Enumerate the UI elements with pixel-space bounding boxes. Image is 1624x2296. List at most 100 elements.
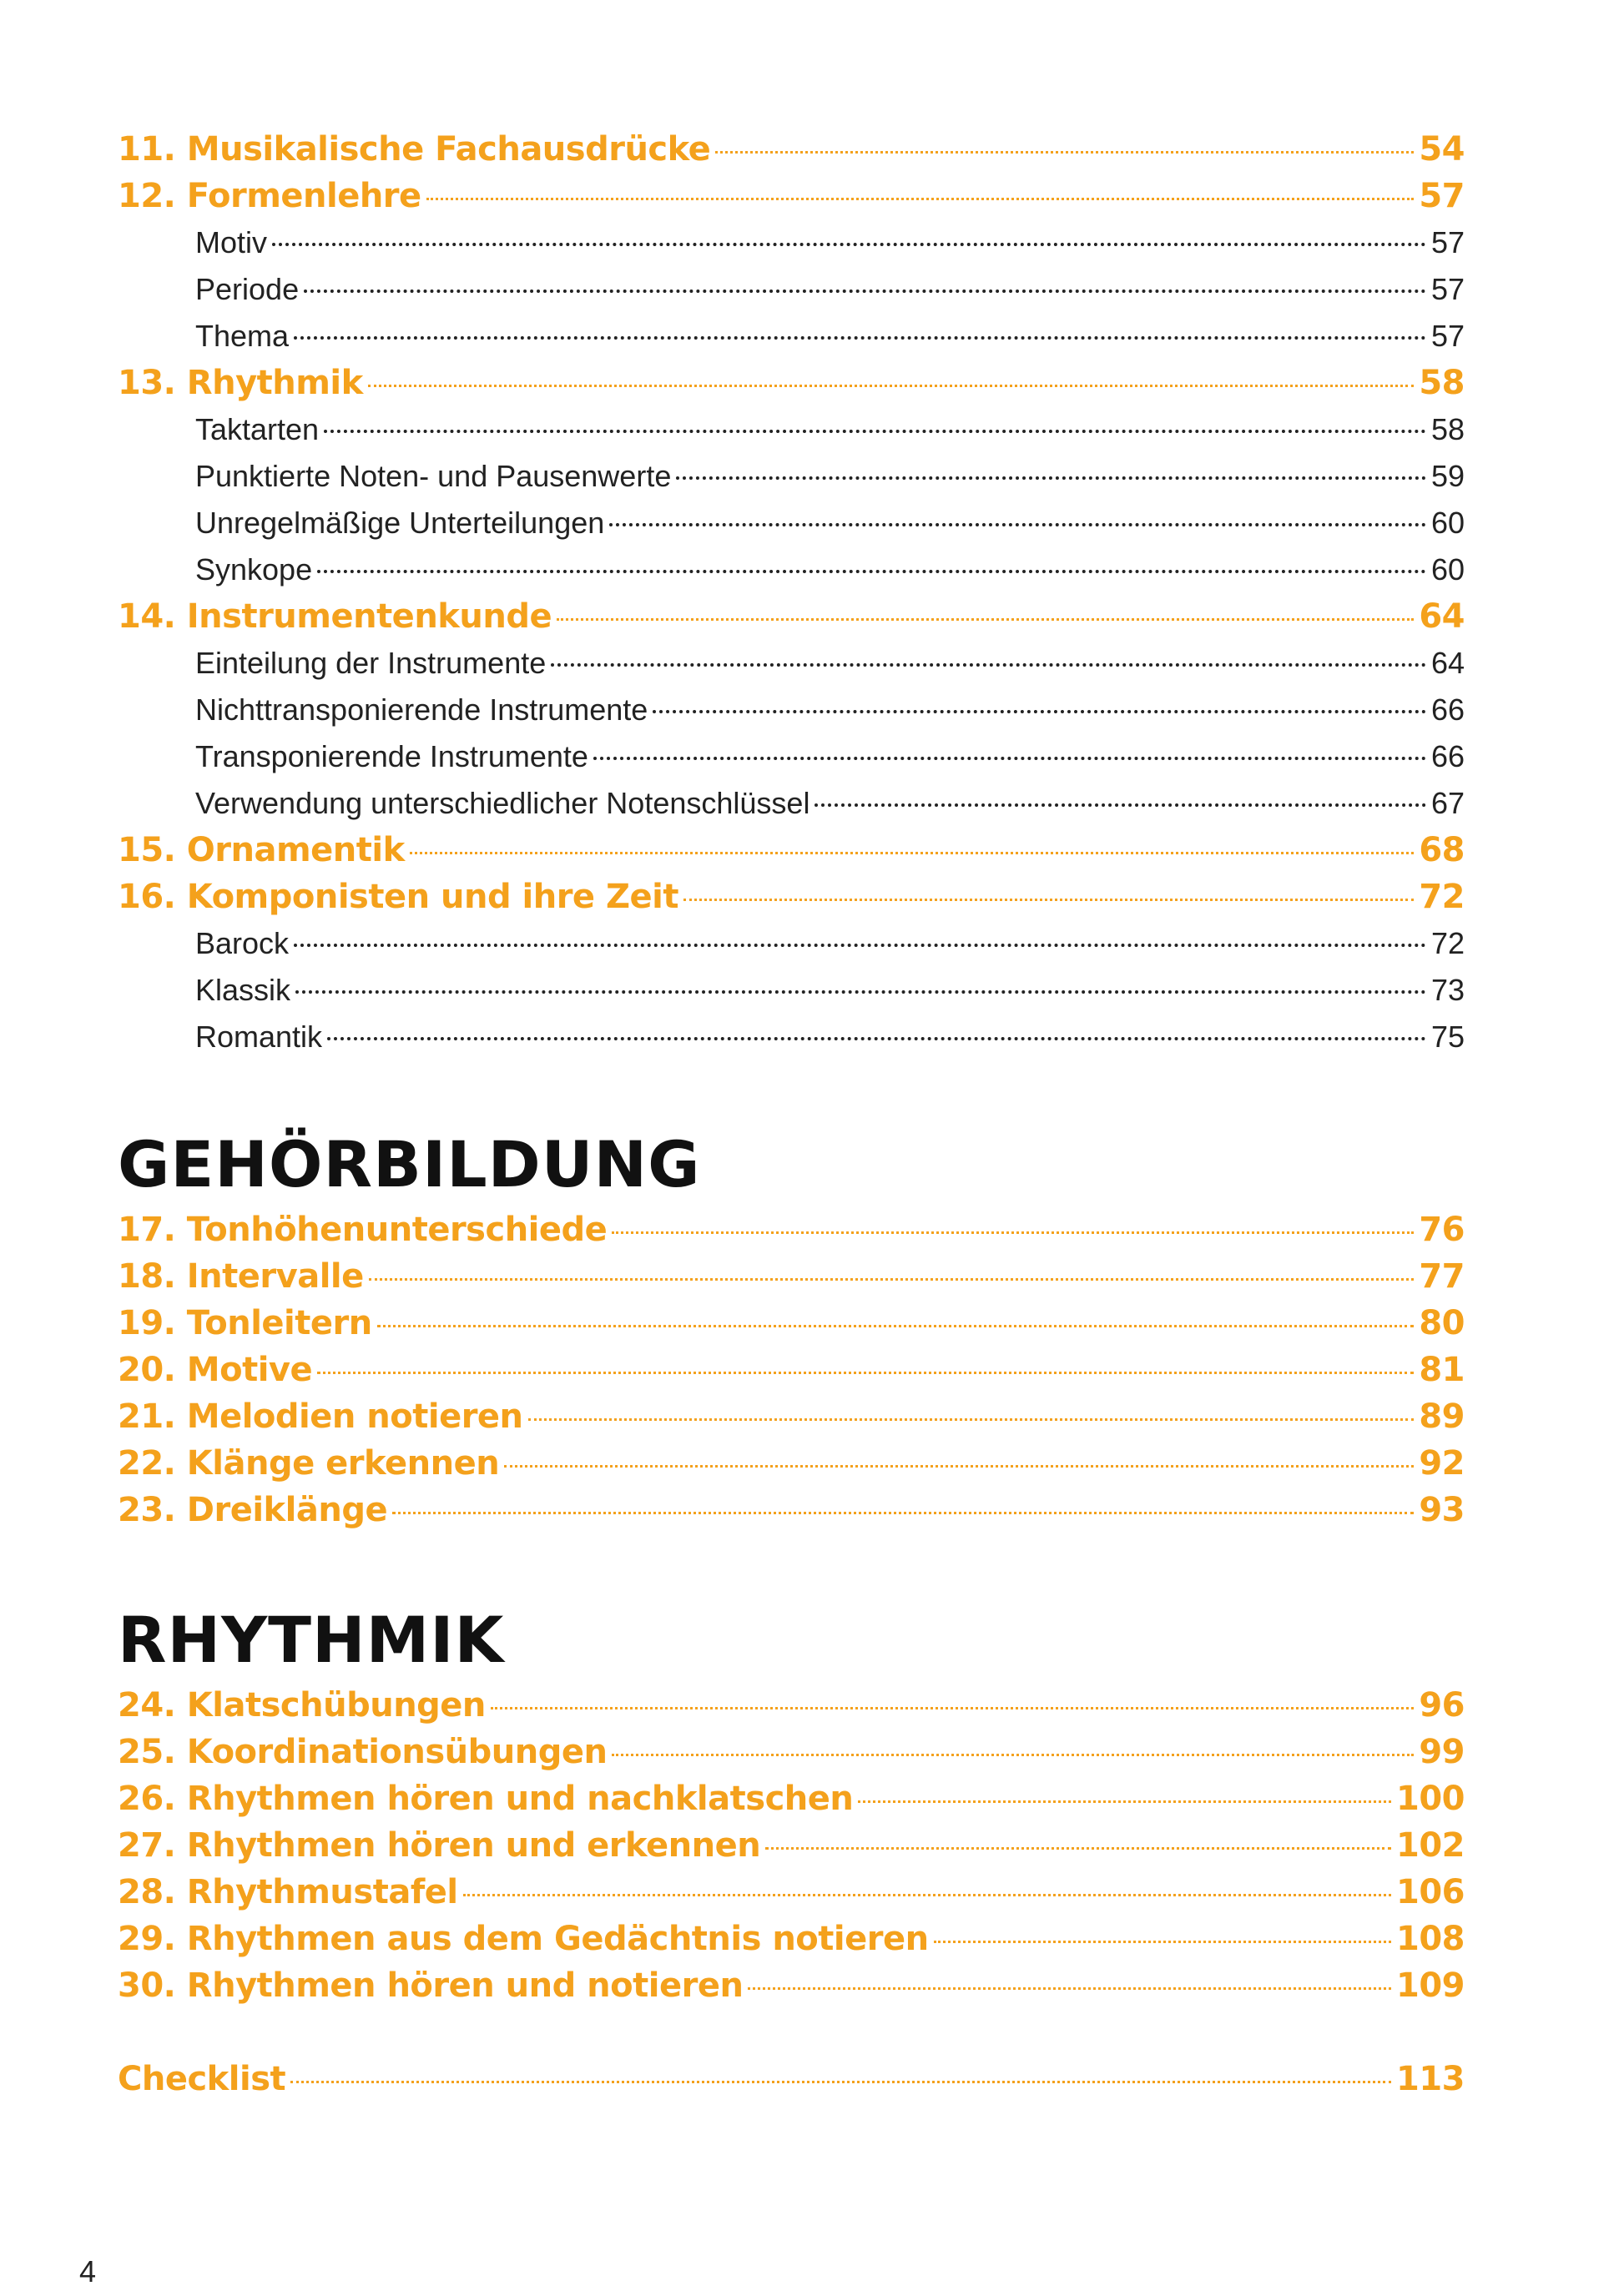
chapter-entry: 30. Rhythmen hören und notieren 109 [118, 1962, 1465, 2009]
subentry: Thema 57 [118, 313, 1465, 360]
dot-leader [933, 1941, 1391, 1943]
entry-page: 99 [1419, 1733, 1465, 1771]
entry-title: Periode [195, 272, 300, 306]
chapter-entry: 24. Klatschübungen 96 [118, 1682, 1465, 1729]
entry-page: 59 [1430, 459, 1465, 493]
entry-title: 29. Rhythmen aus dem Gedächtnis notieren [118, 1920, 929, 1958]
chapter-entry: 12. Formenlehre 57 [118, 173, 1465, 219]
subentry: Romantik 75 [118, 1014, 1465, 1060]
entry-title: 14. Instrumentenkunde [118, 597, 552, 636]
entry-page: 58 [1430, 412, 1465, 446]
entry-title: 16. Komponisten und ihre Zeit [118, 878, 678, 916]
entry-page: 60 [1430, 506, 1465, 540]
chapter-entry: 15. Ornamentik 68 [118, 827, 1465, 874]
entry-page: 108 [1396, 1920, 1465, 1958]
dot-leader [294, 336, 1426, 340]
subentry: Nichttransponierende Instrumente 66 [118, 687, 1465, 733]
dot-leader [295, 990, 1426, 994]
entry-page: 58 [1419, 364, 1465, 402]
entry-page: 77 [1419, 1257, 1465, 1296]
entry-page: 76 [1419, 1211, 1465, 1249]
subentry: Taktarten 58 [118, 406, 1465, 453]
subentry: Periode 57 [118, 266, 1465, 313]
chapter-entry: 22. Klänge erkennen 92 [118, 1440, 1465, 1487]
chapter-entry: 18. Intervalle 77 [118, 1253, 1465, 1300]
entry-page: 92 [1419, 1444, 1465, 1483]
chapter-entry: 23. Dreiklänge 93 [118, 1487, 1465, 1533]
entry-page: 66 [1430, 739, 1465, 773]
subentry: Transponierende Instrumente 66 [118, 733, 1465, 780]
dot-leader [409, 852, 1415, 854]
entry-page: 57 [1430, 225, 1465, 259]
chapter-entry: Checklist 113 [118, 2056, 1465, 2102]
dot-leader [317, 1372, 1415, 1374]
dot-leader [748, 1987, 1391, 1990]
entry-page: 109 [1396, 1966, 1465, 2005]
entry-page: 66 [1430, 692, 1465, 727]
chapter-entry: 19. Tonleitern 80 [118, 1300, 1465, 1347]
dot-leader [368, 1278, 1415, 1281]
chapter-entry: 28. Rhythmustafel 106 [118, 1869, 1465, 1916]
entry-page: 64 [1430, 646, 1465, 680]
chapter-entry: 29. Rhythmen aus dem Gedächtnis notieren… [118, 1916, 1465, 1962]
entry-page: 72 [1419, 878, 1465, 916]
entry-page: 113 [1396, 2060, 1465, 2098]
entry-page: 54 [1419, 130, 1465, 169]
entry-title: Einteilung der Instrumente [195, 646, 547, 680]
entry-title: 15. Ornamentik [118, 831, 405, 869]
entry-title: 27. Rhythmen hören und erkennen [118, 1826, 761, 1865]
chapter-entry: 13. Rhythmik 58 [118, 360, 1465, 406]
entry-title: 11. Musikalische Fachausdrücke [118, 130, 711, 169]
dot-leader [609, 523, 1426, 526]
dot-leader [612, 1231, 1415, 1234]
dot-leader [683, 899, 1415, 901]
chapter-entry: 11. Musikalische Fachausdrücke 54 [118, 126, 1465, 173]
entry-page: 100 [1396, 1780, 1465, 1818]
dot-leader [462, 1894, 1391, 1896]
dot-leader [367, 385, 1415, 387]
entry-page: 75 [1430, 1020, 1465, 1054]
entry-title: 25. Koordinationsübungen [118, 1733, 608, 1771]
entry-title: 24. Klatschübungen [118, 1686, 486, 1725]
dot-leader [392, 1512, 1415, 1514]
subentry: Synkope 60 [118, 546, 1465, 593]
entry-page: 93 [1419, 1491, 1465, 1529]
entry-title: 26. Rhythmen hören und nachklatschen [118, 1780, 854, 1818]
entry-page: 57 [1430, 319, 1465, 353]
dot-leader [324, 430, 1426, 433]
dot-leader [272, 243, 1426, 246]
entry-page: 106 [1396, 1873, 1465, 1911]
entry-title: Klassik [195, 973, 291, 1007]
entry-page: 60 [1430, 552, 1465, 587]
entry-title: 13. Rhythmik [118, 364, 363, 402]
dot-leader [593, 757, 1426, 760]
dot-leader [557, 618, 1415, 621]
entry-title: Unregelmäßige Unterteilungen [195, 506, 605, 540]
entry-title: 21. Melodien notieren [118, 1397, 523, 1436]
entry-title: 12. Formenlehre [118, 177, 421, 215]
entry-title: 23. Dreiklänge [118, 1491, 388, 1529]
entry-title: Punktierte Noten- und Pausenwerte [195, 459, 672, 493]
entry-title: Verwendung unterschiedlicher Notenschlüs… [195, 786, 810, 820]
dot-leader [327, 1037, 1426, 1040]
section-heading: RHYTHMIK [118, 1603, 505, 1677]
entry-page: 72 [1430, 926, 1465, 960]
entry-title: Motiv [195, 225, 268, 259]
entry-title: 19. Tonleitern [118, 1304, 372, 1342]
subentry: Unregelmäßige Unterteilungen 60 [118, 500, 1465, 546]
entry-page: 68 [1419, 831, 1465, 869]
dot-leader [858, 1800, 1391, 1803]
entry-title: Romantik [195, 1020, 323, 1054]
dot-leader [551, 663, 1426, 667]
entry-title: Synkope [195, 552, 313, 587]
section-heading: GEHÖRBILDUNG [118, 1127, 701, 1201]
dot-leader [504, 1465, 1415, 1468]
entry-title: 20. Motive [118, 1351, 313, 1389]
entry-page: 89 [1419, 1397, 1465, 1436]
chapter-entry: 16. Komponisten und ihre Zeit 72 [118, 874, 1465, 920]
entry-title: 17. Tonhöhenunterschiede [118, 1211, 608, 1249]
entry-title: Nichttransponierende Instrumente [195, 692, 648, 727]
dot-leader [490, 1707, 1415, 1709]
dot-leader [676, 476, 1426, 480]
page-number: 4 [79, 2254, 97, 2288]
